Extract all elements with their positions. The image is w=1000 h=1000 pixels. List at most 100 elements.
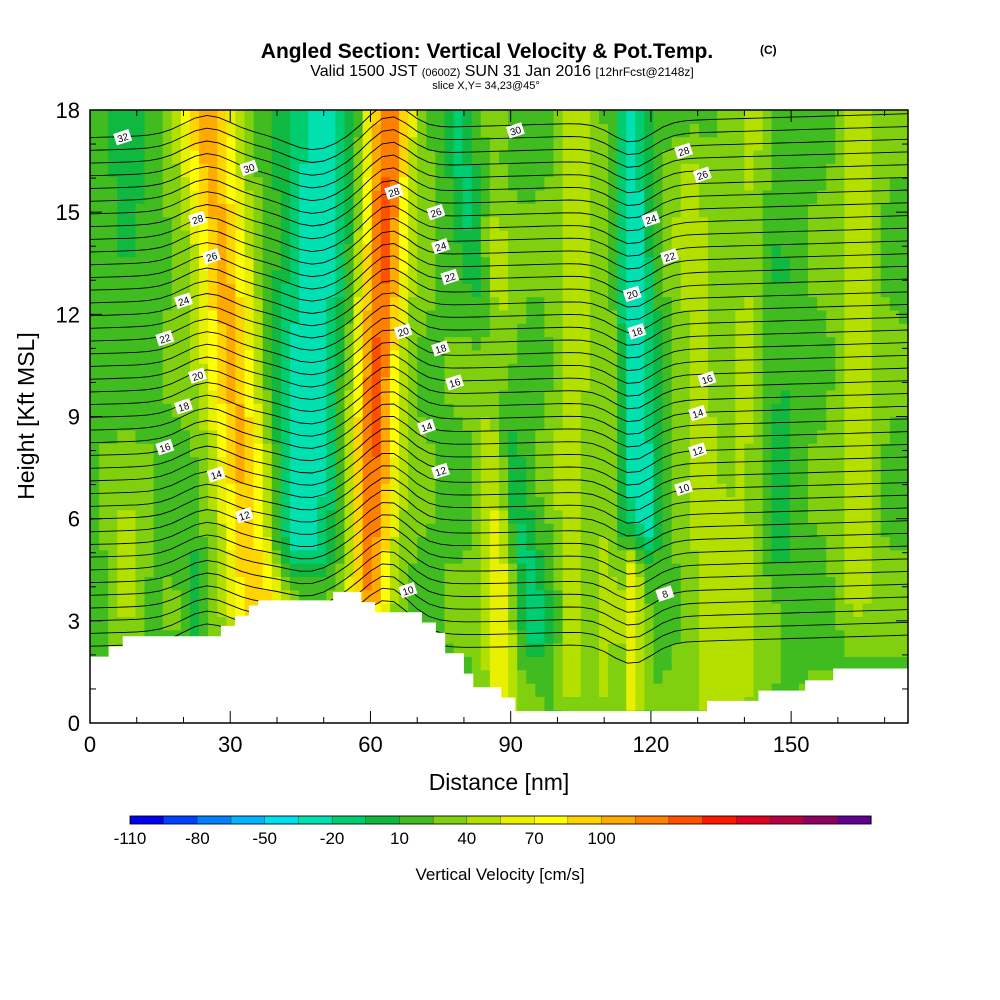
- velocity-cell: [808, 363, 818, 378]
- velocity-cell: [826, 603, 836, 617]
- velocity-cell: [299, 549, 309, 564]
- velocity-cell: [780, 349, 791, 364]
- velocity-cell: [99, 576, 109, 591]
- velocity-cell: [589, 576, 600, 591]
- velocity-cell: [617, 163, 627, 178]
- velocity-cell: [617, 176, 627, 191]
- velocity-cell: [698, 656, 709, 671]
- velocity-cell: [544, 243, 555, 258]
- velocity-cell: [180, 203, 191, 218]
- velocity-cell: [508, 523, 518, 538]
- velocity-cell: [553, 563, 564, 578]
- contour-label-bg: [688, 442, 708, 459]
- velocity-cell: [535, 123, 546, 138]
- velocity-cell: [798, 589, 809, 604]
- velocity-cell: [698, 203, 709, 218]
- velocity-cell: [380, 443, 391, 458]
- velocity-cell: [717, 656, 727, 671]
- velocity-cell: [171, 203, 182, 218]
- velocity-cell: [553, 469, 564, 484]
- velocity-cell: [835, 416, 845, 431]
- velocity-cell: [244, 203, 255, 218]
- velocity-cell: [835, 589, 845, 604]
- velocity-cell: [117, 616, 127, 631]
- velocity-cell: [499, 216, 509, 231]
- velocity-cell: [608, 523, 618, 538]
- velocity-cell: [308, 123, 318, 138]
- velocity-cell: [717, 643, 727, 657]
- velocity-cell: [562, 296, 573, 311]
- velocity-cell: [689, 683, 700, 697]
- velocity-cell: [753, 296, 764, 311]
- velocity-cell: [317, 443, 327, 458]
- velocity-cell: [617, 403, 627, 418]
- velocity-cell: [126, 576, 137, 591]
- velocity-cell: [898, 456, 908, 471]
- velocity-cell: [371, 456, 382, 471]
- velocity-cell: [489, 456, 500, 471]
- velocity-cell: [753, 363, 764, 378]
- velocity-cell: [308, 336, 318, 351]
- velocity-cell: [235, 536, 246, 551]
- velocity-cell: [471, 216, 482, 231]
- velocity-cell: [580, 323, 591, 338]
- velocity-cell: [644, 496, 655, 511]
- contour-label: 30: [505, 122, 525, 139]
- velocity-cell: [126, 456, 137, 471]
- velocity-cell: [226, 309, 237, 324]
- velocity-cell: [208, 416, 218, 431]
- velocity-cell: [317, 336, 327, 351]
- velocity-cell: [271, 563, 282, 578]
- velocity-cell: [580, 149, 591, 164]
- velocity-cell: [153, 603, 164, 617]
- velocity-cell: [808, 563, 818, 578]
- colorbar-swatch: [601, 815, 636, 825]
- velocity-cell: [780, 309, 791, 324]
- velocity-cell: [462, 176, 473, 191]
- velocity-cell: [662, 149, 673, 164]
- velocity-cell: [135, 283, 146, 298]
- velocity-cell: [517, 643, 527, 657]
- velocity-cell: [844, 229, 855, 244]
- velocity-cell: [508, 416, 518, 431]
- velocity-cell: [717, 229, 727, 244]
- velocity-cell: [526, 683, 536, 697]
- velocity-cell: [180, 256, 191, 271]
- velocity-cell: [817, 616, 827, 631]
- velocity-cell: [126, 176, 137, 191]
- velocity-cell: [689, 483, 700, 498]
- velocity-cell: [399, 429, 409, 444]
- velocity-cell: [526, 469, 536, 484]
- velocity-cell: [380, 363, 391, 378]
- velocity-cell: [471, 523, 482, 538]
- velocity-cell: [789, 643, 800, 657]
- velocity-cell: [362, 203, 373, 218]
- velocity-cell: [99, 469, 109, 484]
- velocity-cell: [326, 589, 336, 604]
- velocity-cell: [708, 309, 718, 324]
- velocity-cell: [871, 163, 882, 178]
- velocity-cell: [189, 429, 200, 444]
- velocity-cell: [435, 576, 446, 591]
- velocity-cell: [653, 189, 664, 204]
- velocity-cell: [753, 509, 764, 524]
- velocity-cell: [153, 229, 164, 244]
- velocity-cell: [580, 123, 591, 138]
- velocity-cell: [780, 523, 791, 538]
- velocity-cell: [344, 176, 355, 191]
- velocity-cell: [889, 376, 900, 391]
- velocity-cell: [735, 656, 745, 671]
- velocity-cell: [117, 549, 127, 564]
- velocity-cell: [562, 323, 573, 338]
- velocity-cell: [817, 203, 827, 218]
- velocity-cell: [517, 189, 527, 204]
- velocity-cell: [417, 376, 427, 391]
- velocity-cell: [808, 496, 818, 511]
- velocity-cell: [535, 469, 546, 484]
- velocity-cell: [199, 509, 209, 524]
- velocity-cell: [617, 576, 627, 591]
- velocity-cell: [180, 456, 191, 471]
- velocity-cell: [826, 229, 836, 244]
- velocity-cell: [844, 243, 855, 258]
- velocity-cell: [744, 336, 755, 351]
